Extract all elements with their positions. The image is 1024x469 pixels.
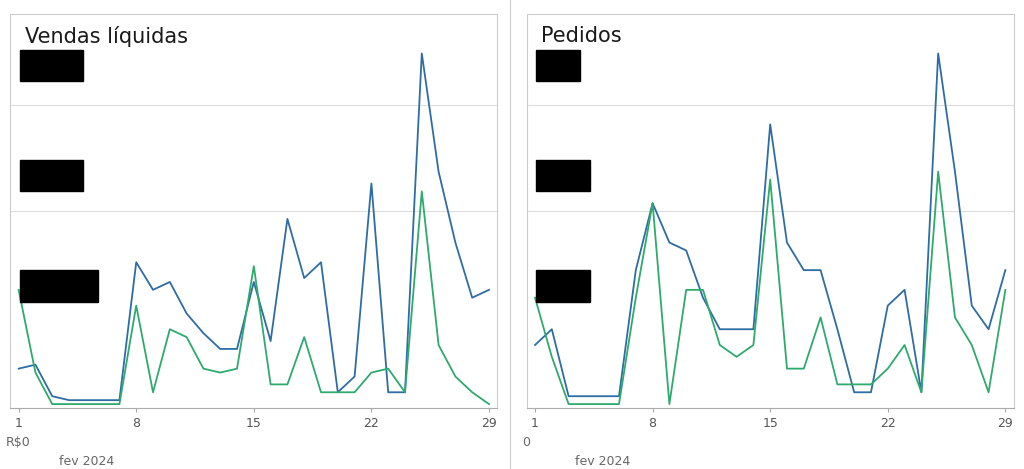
Text: R$0: R$0 [5, 436, 30, 449]
Bar [537, 50, 581, 81]
Bar [537, 270, 590, 302]
Text: fev 2024: fev 2024 [59, 455, 115, 469]
Text: Vendas líquidas: Vendas líquidas [25, 26, 187, 47]
Bar [20, 50, 83, 81]
Bar [537, 160, 590, 191]
Bar [20, 160, 83, 191]
Text: 0: 0 [522, 436, 529, 449]
Text: Pedidos: Pedidos [542, 26, 622, 46]
Text: fev 2024: fev 2024 [575, 455, 631, 469]
Bar [20, 270, 98, 302]
